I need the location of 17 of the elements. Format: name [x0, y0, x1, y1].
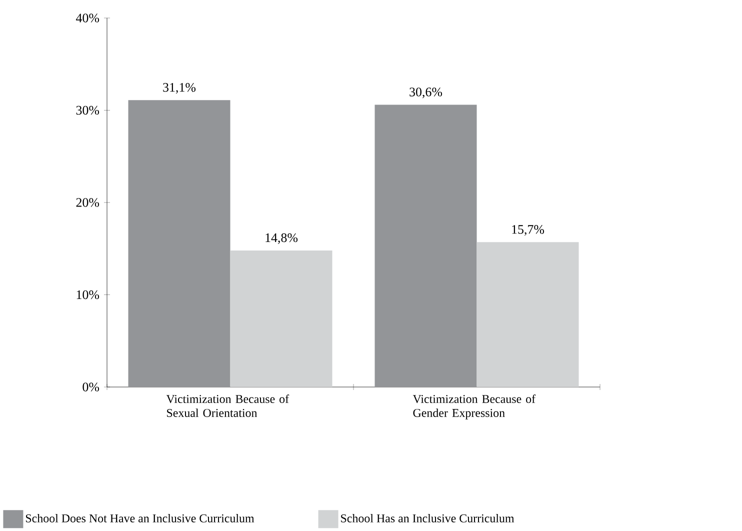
bar [374, 104, 477, 387]
y-tick-label: 0% [82, 382, 100, 392]
x-tick-label: Victimization Because of Sexual Orientation [166, 394, 290, 417]
data-label: 31,1% [163, 82, 196, 94]
bar [230, 250, 332, 387]
y-tick-label: 40% [76, 14, 100, 22]
data-label: 30,6% [410, 88, 442, 98]
y-tick-label: 30% [76, 106, 100, 115]
bar [476, 242, 579, 387]
y-tick-label: 20% [76, 198, 100, 207]
data-label: 14,8% [266, 233, 298, 244]
legend-label: School Has an Inclusive Curriculum [341, 514, 514, 522]
bar [128, 100, 230, 387]
x-tick-label: Victimization Because of Gender Expression [412, 394, 536, 420]
legend-label: School Does Not Have an Inclusive Curriculum [26, 514, 254, 522]
y-tick-label: 10% [76, 290, 100, 300]
data-label: 15,7% [512, 225, 544, 236]
